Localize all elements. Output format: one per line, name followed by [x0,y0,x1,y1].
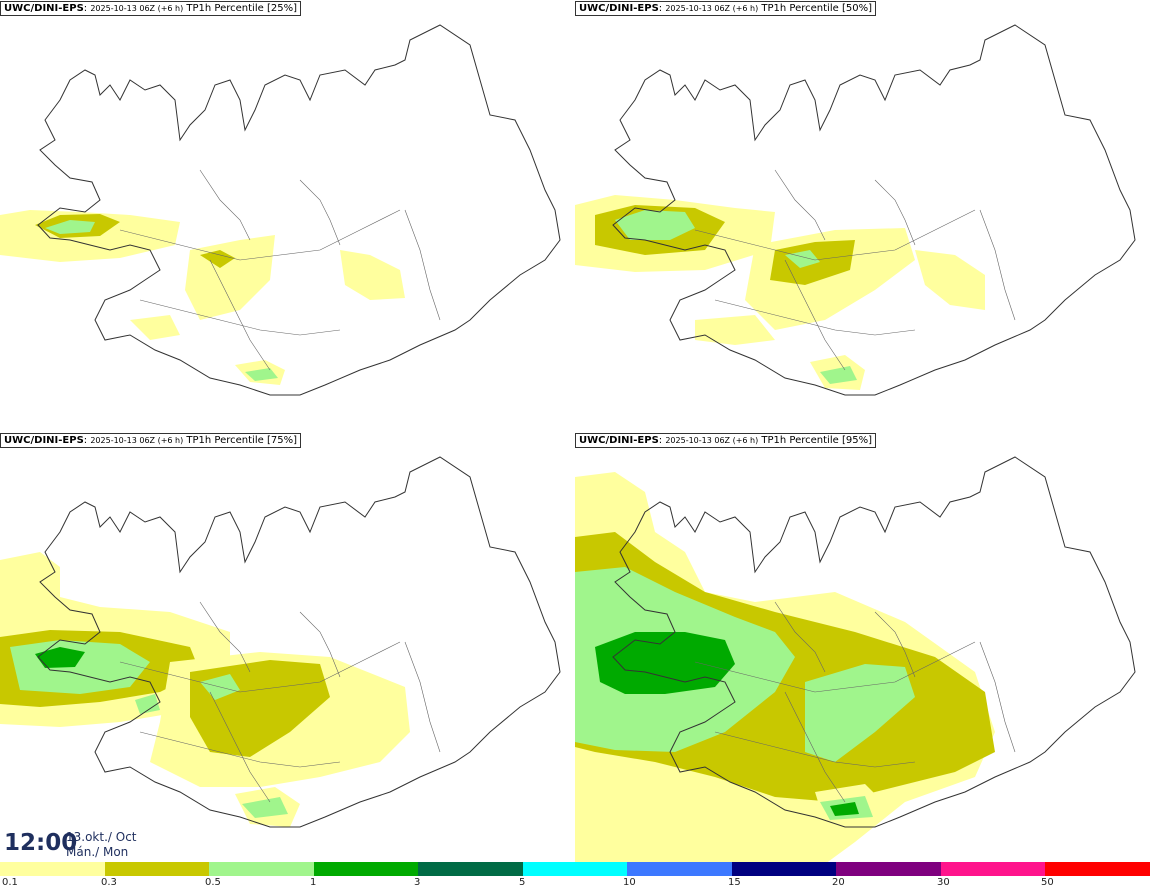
colorbar-tick-label: 3 [414,877,421,888]
colorbar-tick-label: 1 [310,877,317,888]
road-line [404,641,441,753]
precip-area [830,802,859,816]
colorbar-tick-label: 10 [623,877,636,888]
colorbar-tick-label: 0.5 [205,877,221,888]
colorbar-segment [731,862,837,876]
colorbar-segment [1045,862,1150,876]
panel-title: UWC/DINI-EPS: 2025-10-13 06Z (+6 h) TP1h… [0,1,301,16]
road-line [979,209,1016,321]
precip-shading [575,195,985,390]
colorbar-segment [522,862,628,876]
road-line [979,641,1016,753]
road-line [199,601,251,673]
precip-area [935,682,990,762]
precip-map [0,456,561,828]
road-line [209,691,271,803]
precip-area [820,366,857,384]
road-line [714,299,916,336]
valid-weekday: Mán./ Mon [66,845,129,859]
road-line [694,209,976,261]
valid-time: 12:00 [4,830,78,856]
precip-area [45,220,95,234]
road-line [299,611,341,678]
colorbar-segment [313,862,419,876]
colorbar-tick-label: 0.1 [2,877,18,888]
roads [119,169,441,371]
roads [119,601,441,803]
precip-area [135,694,160,714]
precip-map [575,456,1136,864]
panel-title: UWC/DINI-EPS: 2025-10-13 06Z (+6 h) TP1h… [0,433,301,448]
precip-shading [0,552,410,827]
road-line [714,731,916,768]
precip-colorbar [0,862,1150,876]
road-line [199,169,251,241]
precip-area [615,210,695,240]
colorbar-segment [836,862,941,876]
colorbar-segment [209,862,314,876]
colorbar-segment [418,862,523,876]
road-line [404,209,441,321]
map-panel-p50: UWC/DINI-EPS: 2025-10-13 06Z (+6 h) TP1h… [575,0,1150,432]
precip-area [245,368,278,381]
coastline [37,24,561,396]
road-line [774,169,826,241]
precip-area [695,315,775,345]
map-panel-p25: UWC/DINI-EPS: 2025-10-13 06Z (+6 h) TP1h… [0,0,575,432]
colorbar-segment [940,862,1046,876]
colorbar-tick-label: 20 [832,877,845,888]
road-line [784,691,846,803]
precip-area [915,250,985,310]
road-line [299,179,341,246]
precip-area [35,647,85,668]
precip-shading [0,210,405,385]
colorbar-segment [0,862,105,876]
valid-time-box: 12:00 13.okt./ Oct Mán./ Mon [0,826,140,862]
precip-area [130,315,180,340]
precip-area [200,250,235,268]
colorbar-segment [104,862,210,876]
panel-title: UWC/DINI-EPS: 2025-10-13 06Z (+6 h) TP1h… [575,433,876,448]
road-line [694,641,976,693]
precip-shading [575,472,995,864]
roads [694,601,1016,803]
colorbar-tick-label: 5 [519,877,526,888]
colorbar-ticks: 0.1 0.3 0.5 1 3 5 10 15 20 30 50 [0,877,1150,891]
coastline [37,456,561,828]
panel-title: UWC/DINI-EPS: 2025-10-13 06Z (+6 h) TP1h… [575,1,876,16]
precip-area [185,235,275,320]
colorbar-tick-label: 0.3 [101,877,117,888]
road-line [784,259,846,371]
road-line [139,299,341,336]
precip-area [595,632,735,694]
road-line [139,731,341,768]
precip-area [805,664,915,762]
coastline [612,24,1136,396]
roads [694,169,1016,371]
colorbar-segment [627,862,732,876]
precip-area [340,250,405,300]
precip-area [242,797,288,818]
precip-map [575,24,1136,396]
coastline [612,456,1136,828]
colorbar-tick-label: 50 [1041,877,1054,888]
colorbar-tick-label: 30 [937,877,950,888]
road-line [119,209,401,261]
road-line [874,611,916,678]
road-line [874,179,916,246]
road-line [774,601,826,673]
precip-map [0,24,561,396]
road-line [209,259,271,371]
colorbar-tick-label: 15 [728,877,741,888]
map-panel-p95: UWC/DINI-EPS: 2025-10-13 06Z (+6 h) TP1h… [575,432,1150,864]
road-line [119,641,401,693]
valid-date: 13.okt./ Oct [66,830,137,844]
map-panel-p75: UWC/DINI-EPS: 2025-10-13 06Z (+6 h) TP1h… [0,432,575,864]
